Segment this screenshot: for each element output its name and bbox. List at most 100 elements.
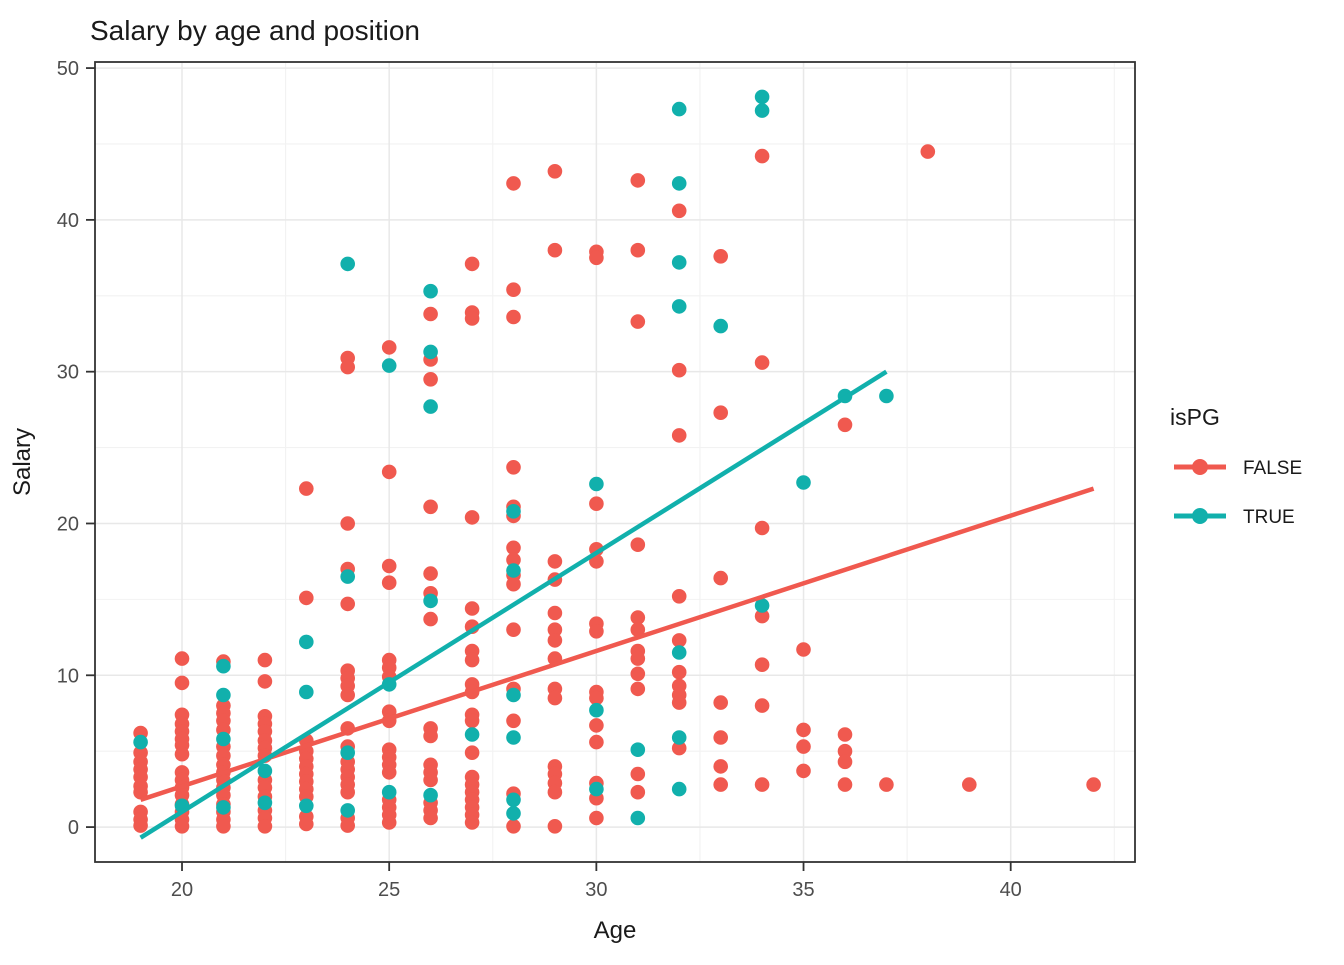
data-point-false	[506, 819, 521, 834]
data-point-false	[713, 405, 728, 421]
data-point-false	[506, 540, 521, 556]
data-point-false	[671, 589, 687, 604]
data-point-false	[589, 810, 604, 826]
chart-title: Salary by age and position	[90, 15, 420, 46]
data-point-false	[589, 250, 604, 266]
data-point-false	[216, 819, 231, 834]
legend-label-true: TRUE	[1243, 507, 1295, 528]
data-point-true	[381, 784, 397, 800]
legend: isPG FALSE TRUE	[1170, 404, 1302, 528]
data-point-false	[547, 242, 563, 258]
data-point-true	[299, 684, 314, 700]
data-point-false	[962, 777, 977, 792]
data-point-false	[920, 144, 936, 159]
data-point-false	[423, 499, 438, 515]
x-tick-label: 20	[171, 879, 193, 901]
x-tick-label: 30	[585, 879, 607, 901]
data-point-false	[423, 728, 438, 744]
data-point-true	[216, 731, 231, 747]
data-point-false	[464, 713, 480, 729]
data-point-false	[133, 784, 148, 800]
data-point-false	[464, 510, 480, 525]
data-point-true	[630, 742, 646, 757]
data-point-true	[299, 634, 314, 650]
data-point-false	[547, 784, 563, 800]
data-point-true	[506, 792, 521, 808]
y-tick-label: 50	[57, 58, 79, 80]
data-point-false	[630, 242, 646, 258]
data-point-false	[589, 734, 604, 750]
data-point-true	[423, 344, 438, 360]
data-point-false	[630, 173, 646, 188]
data-point-true	[879, 388, 894, 404]
data-point-true	[506, 504, 521, 519]
data-point-false	[630, 766, 646, 782]
data-point-true	[423, 399, 438, 414]
data-point-true	[630, 810, 646, 826]
data-point-true	[506, 563, 521, 578]
legend-entries: FALSE TRUE	[1174, 458, 1302, 528]
y-tick-label: 30	[57, 362, 79, 384]
data-point-false	[671, 633, 687, 648]
data-point-true	[754, 598, 770, 613]
data-point-false	[506, 282, 521, 298]
data-point-false	[340, 784, 356, 800]
data-point-false	[837, 743, 853, 759]
data-point-false	[630, 681, 646, 697]
data-point-false	[174, 819, 190, 834]
data-point-false	[340, 596, 356, 612]
trend-lines-layer	[139, 369, 1095, 840]
data-point-false	[464, 745, 480, 760]
legend-title: isPG	[1170, 404, 1220, 430]
data-point-true	[340, 745, 356, 760]
data-point-false	[754, 777, 770, 792]
data-point-false	[547, 554, 563, 569]
data-point-false	[547, 819, 563, 834]
data-point-false	[671, 203, 687, 219]
data-point-true	[340, 256, 356, 272]
legend-key-point-true	[1192, 508, 1208, 524]
scatter-points-layer	[133, 89, 1101, 834]
data-point-false	[299, 816, 314, 832]
trend-line-true	[139, 369, 888, 840]
data-point-false	[174, 651, 190, 666]
data-point-false	[754, 148, 770, 164]
x-axis-title: Age	[594, 917, 637, 944]
data-point-true	[464, 727, 480, 742]
y-axis-title: Salary	[9, 428, 36, 496]
data-point-false	[381, 558, 397, 574]
data-point-true	[133, 734, 148, 750]
data-point-false	[796, 642, 811, 657]
data-point-true	[216, 687, 231, 703]
data-point-false	[506, 460, 521, 475]
data-point-false	[671, 695, 687, 710]
data-point-true	[423, 283, 438, 299]
data-point-false	[630, 784, 646, 800]
data-point-true	[589, 476, 604, 492]
data-point-false	[589, 496, 604, 512]
data-point-false	[671, 740, 687, 756]
data-point-false	[547, 690, 563, 706]
data-point-false	[506, 622, 521, 637]
grid-layer	[95, 62, 1135, 862]
data-point-true	[754, 103, 770, 118]
data-point-false	[257, 819, 273, 834]
data-point-false	[713, 248, 728, 264]
data-point-false	[174, 675, 190, 691]
legend-label-false: FALSE	[1243, 458, 1302, 479]
data-point-false	[423, 566, 438, 581]
data-point-true	[423, 787, 438, 803]
data-point-true	[506, 687, 521, 703]
x-tick-label: 25	[378, 879, 400, 901]
data-point-false	[381, 765, 397, 780]
data-point-true	[796, 475, 811, 490]
data-point-true	[381, 358, 397, 373]
x-tick-label: 35	[792, 879, 814, 901]
data-point-true	[506, 730, 521, 745]
data-point-true	[423, 593, 438, 609]
panel-border	[94, 61, 1136, 863]
data-point-true	[589, 781, 604, 797]
data-point-false	[506, 713, 521, 729]
data-point-false	[713, 759, 728, 774]
